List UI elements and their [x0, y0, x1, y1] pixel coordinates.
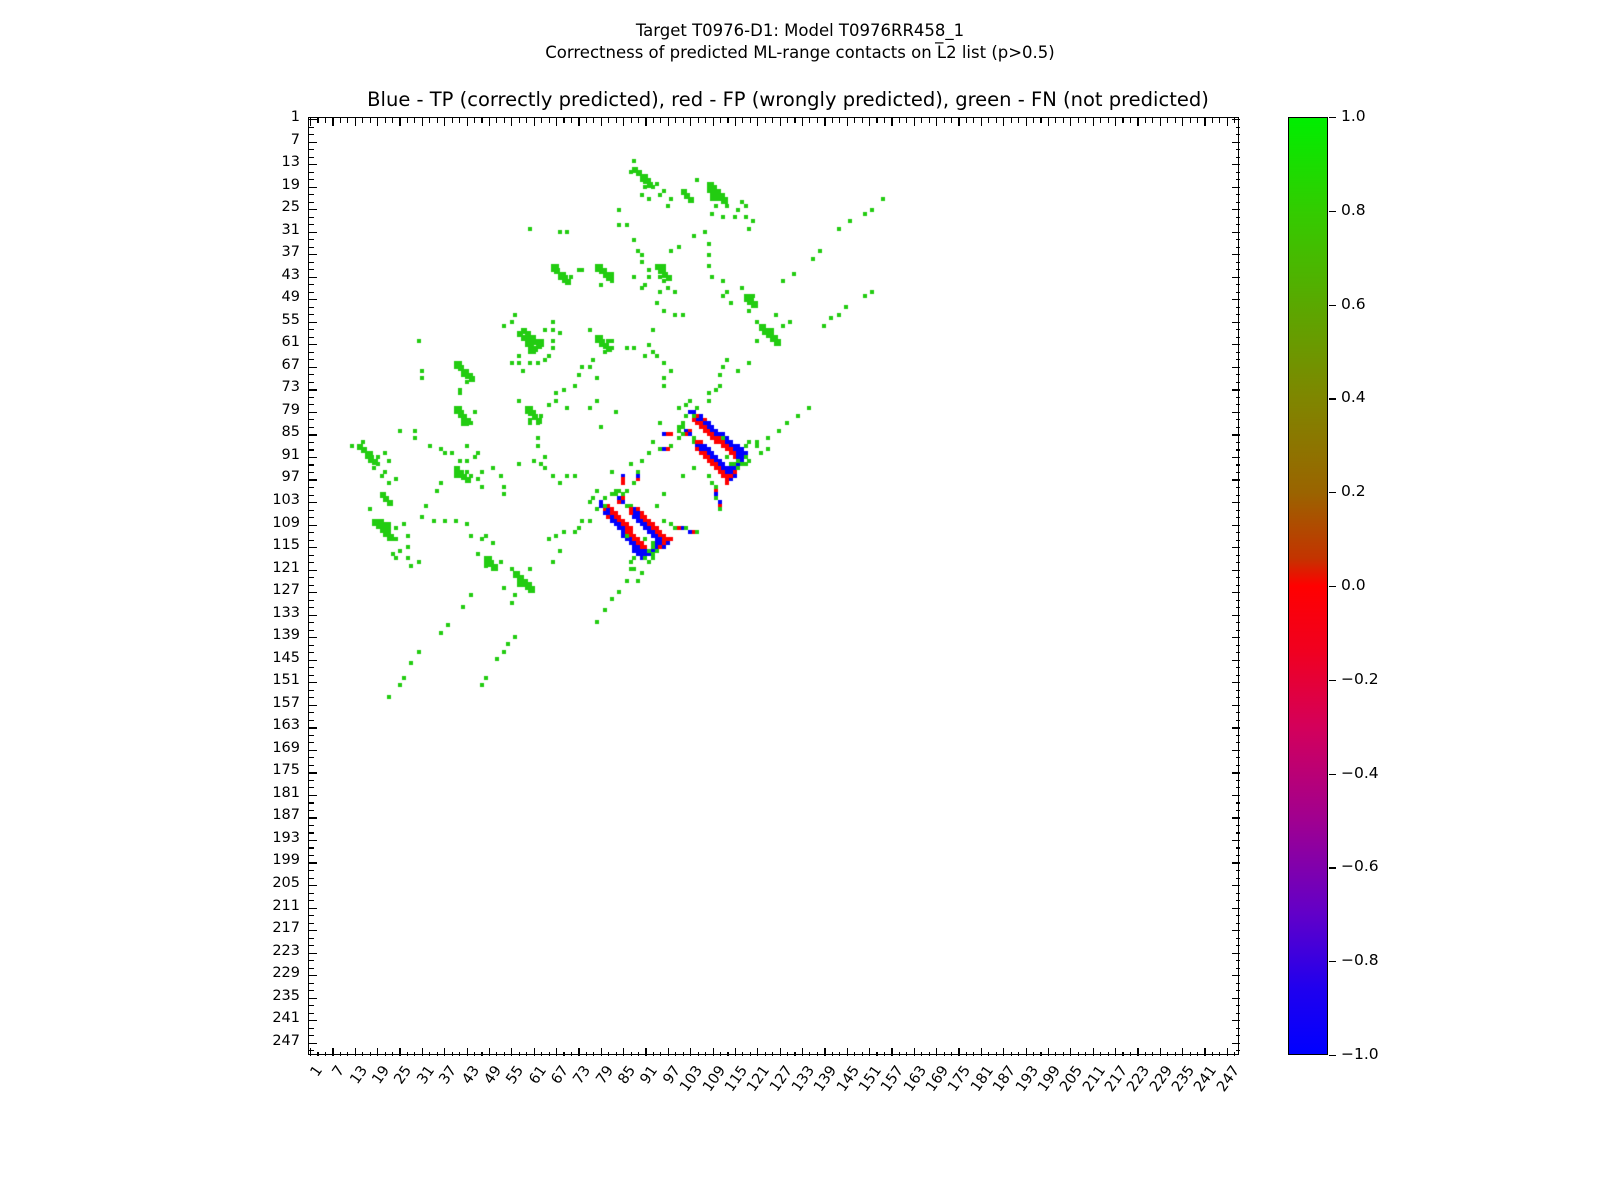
y-tick-label: 175	[272, 762, 300, 779]
colorbar-tick	[1329, 117, 1336, 119]
colorbar-tick-label: −0.8	[1341, 951, 1379, 970]
y-tick-label: 61	[281, 334, 300, 351]
y-tick-label: 49	[281, 289, 300, 306]
colorbar-tick-label: 0.8	[1341, 200, 1366, 219]
y-tick-label: 121	[272, 559, 300, 576]
y-tick-label: 223	[272, 942, 300, 959]
colorbar-tick	[1329, 492, 1336, 494]
y-tick-label: 199	[272, 852, 300, 869]
y-tick-label: 151	[272, 672, 300, 689]
y-tick-label: 91	[281, 446, 300, 463]
y-tick-label: 85	[281, 424, 300, 441]
y-tick-label: 163	[272, 717, 300, 734]
colorbar-tick	[1329, 961, 1336, 963]
colorbar-tick-label: 0.2	[1341, 482, 1366, 501]
colorbar-tick-label: −0.2	[1341, 669, 1379, 688]
y-tick-label: 1	[290, 109, 300, 125]
colorbar-tick-label: 0.6	[1341, 294, 1366, 313]
y-tick-label: 157	[272, 694, 300, 711]
y-tick-label: 247	[272, 1032, 300, 1049]
colorbar-tick	[1329, 398, 1336, 400]
y-tick-label: 25	[281, 199, 300, 216]
y-tick-label: 7	[290, 131, 300, 148]
y-tick-label: 241	[272, 1010, 300, 1027]
y-tick-label: 55	[281, 311, 300, 328]
y-tick-label: 133	[272, 604, 300, 621]
y-tick-label: 67	[281, 356, 300, 373]
colorbar	[1288, 117, 1328, 1055]
figure-title-block: Target T0976-D1: Model T0976RR458_1 Corr…	[0, 20, 1600, 64]
y-tick-label: 181	[272, 784, 300, 801]
colorbar-tick-label: 0.0	[1341, 576, 1366, 594]
y-tick-label: 229	[272, 965, 300, 982]
colorbar-tick	[1329, 210, 1336, 213]
y-tick-label: 127	[272, 582, 300, 599]
colorbar-tick-label: −0.6	[1341, 857, 1379, 876]
y-tick-label: 145	[272, 649, 300, 666]
y-tick-label: 235	[272, 987, 300, 1004]
colorbar-tick	[1329, 1055, 1336, 1057]
y-tick-label: 13	[281, 154, 300, 171]
y-tick-label: 43	[281, 266, 300, 283]
y-tick-label: 19	[281, 176, 300, 193]
colorbar-tick	[1329, 867, 1336, 869]
colorbar-tick-label: 0.4	[1341, 388, 1366, 407]
contact-map-canvas	[309, 118, 1238, 1054]
y-tick-label: 205	[272, 875, 300, 892]
colorbar-tick-label: −1.0	[1341, 1045, 1379, 1063]
figure-title-line1: Target T0976-D1: Model T0976RR458_1	[635, 21, 965, 40]
colorbar-tick	[1329, 679, 1336, 682]
y-tick-label: 211	[272, 897, 300, 914]
y-tick-label: 139	[272, 627, 300, 644]
colorbar-tick-label: 1.0	[1341, 107, 1366, 125]
colorbar-tick-label: −0.4	[1341, 763, 1379, 782]
contact-map-plot-area	[308, 117, 1240, 1056]
y-tick-label: 31	[281, 221, 300, 238]
colorbar-tick	[1329, 773, 1336, 775]
y-tick-label: 73	[281, 379, 300, 396]
y-tick-label: 37	[281, 244, 300, 261]
y-tick-label: 97	[281, 469, 300, 486]
y-tick-label: 187	[272, 807, 300, 824]
y-tick-label: 193	[272, 829, 300, 846]
colorbar-tick	[1329, 586, 1336, 588]
y-tick-label: 103	[272, 492, 300, 508]
figure-title-line2: Correctness of predicted ML-range contac…	[545, 43, 1055, 62]
y-tick-label: 115	[272, 537, 300, 554]
axes-legend-title: Blue - TP (correctly predicted), red - F…	[367, 88, 1209, 111]
y-tick-label: 109	[272, 514, 300, 531]
y-tick-label: 217	[272, 920, 300, 937]
y-tick-label: 79	[281, 401, 300, 418]
y-tick-label: 169	[272, 739, 300, 756]
colorbar-tick	[1329, 304, 1336, 306]
